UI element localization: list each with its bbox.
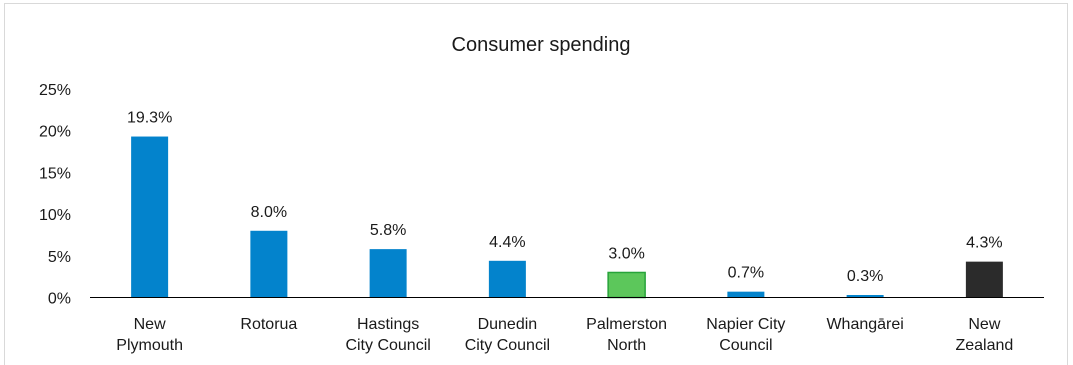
data-label: 8.0% <box>251 204 287 221</box>
data-label: 4.3% <box>966 235 1002 252</box>
y-tick-label: 5% <box>48 249 71 266</box>
data-label: 19.3% <box>127 110 172 127</box>
bar <box>607 271 646 299</box>
data-labels: 19.3% 8.0% 5.8% 4.4% 3.0% 0.7% 0.3% 4.3% <box>127 110 1003 285</box>
y-tick-label: 15% <box>39 165 71 182</box>
chart-title: Consumer spending <box>452 34 631 56</box>
y-tick-label: 10% <box>39 207 71 224</box>
y-tick-label: 25% <box>39 82 71 99</box>
y-axis: 0% 5% 10% 15% 20% 25% <box>39 82 71 308</box>
bar <box>846 294 884 298</box>
data-label: 0.7% <box>728 265 764 282</box>
category-label: Palmerston North <box>586 316 667 354</box>
bar <box>131 136 169 298</box>
category-label: Whangārei <box>826 316 903 333</box>
y-tick-label: 20% <box>39 124 71 141</box>
bar <box>488 260 526 298</box>
bar <box>727 291 765 298</box>
bars <box>131 136 1003 299</box>
data-label: 5.8% <box>370 222 406 239</box>
x-axis: New Plymouth Rotorua Hastings City Council Du… <box>116 316 1013 354</box>
category-label: New Zealand <box>955 316 1013 354</box>
category-label: Dunedin City Council <box>465 316 550 354</box>
chart-frame <box>4 3 1068 365</box>
data-label: 0.3% <box>847 268 883 285</box>
bar <box>369 249 407 298</box>
y-tick-label: 0% <box>48 291 71 308</box>
bar <box>965 261 1003 298</box>
category-label: Napier City Council <box>706 316 785 354</box>
data-label: 3.0% <box>608 245 644 262</box>
bar <box>250 230 288 298</box>
category-label: Hastings City Council <box>345 316 430 354</box>
data-label: 4.4% <box>489 234 525 251</box>
category-label: New Plymouth <box>116 316 183 354</box>
category-label: Rotorua <box>240 316 297 333</box>
